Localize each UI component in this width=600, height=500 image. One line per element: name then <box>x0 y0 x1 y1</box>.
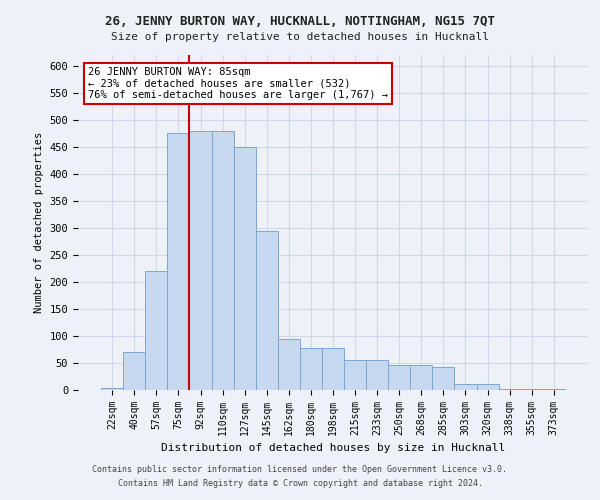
Bar <box>278 338 300 390</box>
Bar <box>167 134 190 390</box>
Bar <box>499 389 521 390</box>
Text: Contains HM Land Registry data © Crown copyright and database right 2024.: Contains HM Land Registry data © Crown c… <box>118 478 482 488</box>
Text: Size of property relative to detached houses in Hucknall: Size of property relative to detached ho… <box>111 32 489 42</box>
Bar <box>212 130 233 390</box>
Bar <box>145 271 167 390</box>
Text: 26 JENNY BURTON WAY: 85sqm
← 23% of detached houses are smaller (532)
76% of sem: 26 JENNY BURTON WAY: 85sqm ← 23% of deta… <box>88 66 388 100</box>
Bar <box>543 389 565 390</box>
Y-axis label: Number of detached properties: Number of detached properties <box>34 132 44 313</box>
Bar <box>344 360 366 390</box>
Bar <box>454 384 476 390</box>
Bar <box>410 364 433 390</box>
Bar <box>233 147 256 390</box>
Bar <box>256 230 278 390</box>
Bar <box>521 389 543 390</box>
Bar <box>190 130 212 390</box>
Bar <box>476 384 499 390</box>
Bar <box>123 352 145 390</box>
Text: Contains public sector information licensed under the Open Government Licence v3: Contains public sector information licen… <box>92 465 508 474</box>
Bar <box>388 364 410 390</box>
Bar <box>366 360 388 390</box>
Text: 26, JENNY BURTON WAY, HUCKNALL, NOTTINGHAM, NG15 7QT: 26, JENNY BURTON WAY, HUCKNALL, NOTTINGH… <box>105 15 495 28</box>
X-axis label: Distribution of detached houses by size in Hucknall: Distribution of detached houses by size … <box>161 444 505 454</box>
Bar <box>433 367 454 390</box>
Bar <box>300 348 322 390</box>
Bar <box>322 348 344 390</box>
Bar <box>101 388 123 390</box>
